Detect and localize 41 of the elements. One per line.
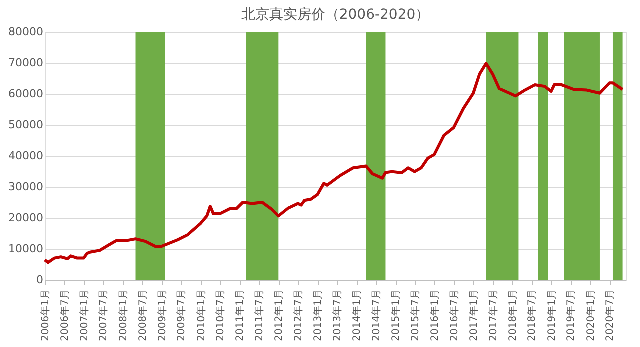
- x-tick-label: 2008年7月: [136, 290, 149, 342]
- x-tick-label: 2020年7月: [604, 290, 616, 342]
- x-tick-label: 2013年7月: [331, 290, 344, 342]
- x-tick-label: 2012年7月: [292, 290, 305, 342]
- x-tick-label: 2020年1月: [584, 290, 597, 342]
- y-tick-label: 70000: [8, 56, 44, 70]
- y-tick-label: 80000: [8, 26, 44, 38]
- y-tick-label: 30000: [8, 180, 44, 194]
- x-tick-label: 2012年1月: [273, 290, 286, 342]
- x-tick-label: 2014年7月: [370, 290, 382, 342]
- y-tick-label: 20000: [8, 212, 44, 224]
- x-tick-label: 2018年1月: [506, 290, 519, 342]
- y-tick-label: 0: [36, 274, 44, 286]
- x-tick-label: 2009年1月: [156, 290, 168, 342]
- x-tick-label: 2008年1月: [117, 290, 130, 342]
- x-tick-label: 2013年1月: [312, 290, 324, 342]
- x-tick-label: 2006年7月: [58, 290, 71, 342]
- x-tick-label: 2018年7月: [526, 290, 538, 342]
- y-tick-label: 10000: [8, 242, 44, 256]
- x-tick-label: 2015年7月: [409, 290, 422, 342]
- line-series: [44, 62, 624, 264]
- x-tick-label: 2007年7月: [98, 290, 110, 342]
- x-tick-label: 2017年1月: [468, 290, 480, 342]
- y-tick-label: 50000: [8, 118, 44, 132]
- x-tick-label: 2015年1月: [390, 290, 402, 342]
- x-tick-label: 2016年1月: [428, 290, 441, 342]
- x-tick-label: 2011年7月: [254, 290, 266, 342]
- y-tick-label: 40000: [8, 150, 44, 162]
- x-tick-label: 2019年1月: [546, 290, 558, 342]
- x-tick-label: 2011年1月: [234, 290, 246, 342]
- x-tick-label: 2010年7月: [214, 290, 227, 342]
- chart-title: 北京真实房价（2006-2020）: [241, 7, 430, 23]
- x-tick-label: 2006年1月: [40, 290, 52, 342]
- x-tick-label: 2007年1月: [78, 290, 90, 342]
- x-tick-label: 2017年7月: [487, 290, 500, 342]
- x-tick-label: 2014年1月: [351, 290, 364, 342]
- y-tick-label: 60000: [8, 88, 44, 100]
- x-tick-label: 2009年7月: [176, 290, 188, 342]
- x-tick-label: 2019年7月: [565, 290, 578, 342]
- x-tick-label: 2010年1月: [195, 290, 208, 342]
- x-tick-label: 2016年7月: [448, 290, 460, 342]
